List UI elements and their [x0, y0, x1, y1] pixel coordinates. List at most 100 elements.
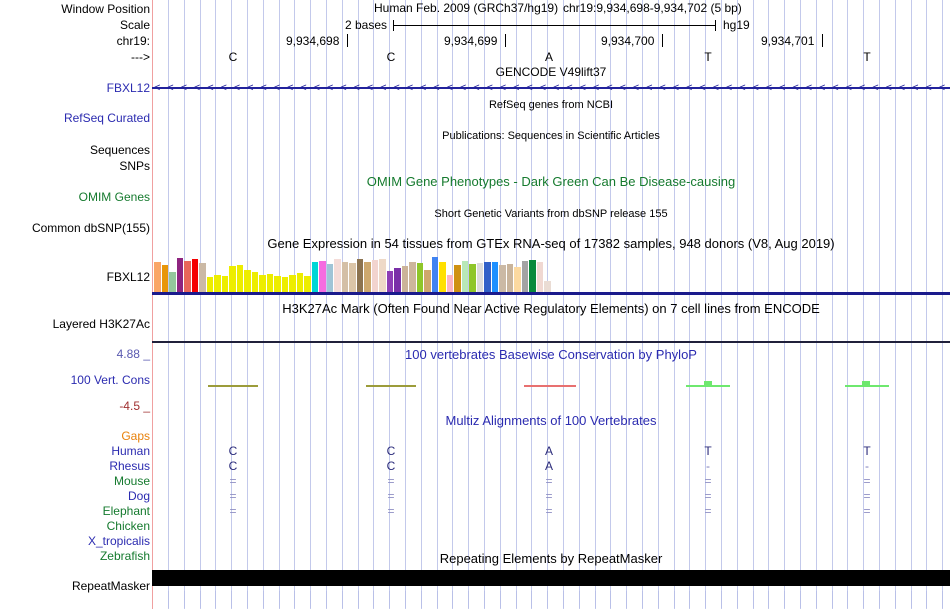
gtex-tissue-bar[interactable]	[266, 274, 274, 292]
gtex-tissue-bar[interactable]	[356, 259, 364, 292]
label-snps[interactable]: SNPs	[119, 159, 150, 173]
gtex-tissue-bar[interactable]	[416, 263, 424, 292]
alignment-base-elephant: =	[704, 504, 712, 518]
label-repeatmasker[interactable]: RepeatMasker	[71, 579, 150, 593]
gtex-tissue-bar[interactable]	[281, 277, 289, 292]
gene-line	[152, 87, 950, 89]
bottom-tick	[247, 591, 248, 608]
gtex-tissue-bar[interactable]	[424, 270, 431, 292]
gtex-tissue-bar[interactable]	[536, 262, 544, 292]
gtex-tissue-bar[interactable]	[499, 265, 506, 292]
bottom-tick	[894, 591, 896, 608]
gtex-tissue-bar[interactable]	[364, 262, 371, 292]
gtex-tissue-bar[interactable]	[371, 260, 379, 292]
gtex-tissue-bar[interactable]	[191, 259, 199, 292]
alignment-base-rhesus: C	[228, 459, 238, 473]
gtex-expression-barchart[interactable]	[152, 250, 950, 292]
label-species-elephant: Elephant	[102, 504, 150, 518]
gtex-tissue-bar[interactable]	[251, 272, 259, 292]
assembly-label: Human Feb. 2009 (GRCh37/hg19)	[374, 1, 559, 15]
gene-strand-arrow-icon: <	[898, 82, 906, 94]
gtex-tissue-bar[interactable]	[221, 276, 229, 292]
gtex-tissue-bar[interactable]	[431, 257, 439, 292]
gtex-tissue-bar[interactable]	[176, 258, 184, 292]
label-100-vert-cons[interactable]: 100 Vert. Cons	[70, 373, 150, 387]
gtex-tissue-bar[interactable]	[304, 276, 311, 292]
gene-track-fbxl12[interactable]: < < < < < < < < < < < < < < < < < < < < < < < < < < < < < < < < < < < < < < < <…	[152, 81, 950, 95]
gtex-tissue-bar[interactable]	[514, 267, 521, 292]
gtex-tissue-bar[interactable]	[259, 275, 266, 292]
gtex-tissue-bar[interactable]	[334, 259, 341, 292]
gene-strand-arrow-icon: <	[725, 82, 733, 94]
label-omim-genes[interactable]: OMIM Genes	[78, 190, 150, 204]
conservation-mark	[524, 385, 576, 387]
gtex-tissue-bar[interactable]	[529, 260, 536, 292]
label-strand-arrow: --->	[131, 50, 150, 64]
label-refseq-curated[interactable]: RefSeq Curated	[63, 111, 150, 125]
gtex-tissue-bar[interactable]	[446, 275, 454, 292]
gene-strand-arrow-icon: <	[619, 82, 626, 94]
gtex-tissue-bar[interactable]	[461, 261, 469, 292]
gtex-tissue-bar[interactable]	[244, 270, 251, 292]
gtex-tissue-bar[interactable]	[469, 264, 476, 292]
gtex-tissue-bar[interactable]	[326, 264, 334, 292]
label-gtex-gene[interactable]: FBXL12	[106, 270, 150, 284]
gtex-tissue-bar[interactable]	[184, 261, 191, 292]
alignment-base-dog: =	[229, 489, 237, 503]
gtex-tissue-bar[interactable]	[229, 266, 236, 292]
alignment-base-human: C	[228, 444, 238, 458]
gtex-baseline	[152, 292, 950, 295]
gene-strand-arrow-icon: <	[872, 82, 879, 94]
gtex-tissue-bar[interactable]	[154, 262, 161, 292]
reference-base: T	[863, 50, 871, 64]
gtex-tissue-bar[interactable]	[491, 262, 499, 292]
gtex-tissue-bar[interactable]	[274, 276, 281, 292]
gtex-tissue-bar[interactable]	[236, 265, 244, 292]
label-species-dog: Dog	[127, 489, 150, 503]
gene-strand-arrow-icon: <	[526, 82, 533, 94]
bottom-tick	[752, 591, 754, 608]
alignment-base-rhesus: A	[544, 459, 553, 473]
gtex-tissue-bar[interactable]	[476, 263, 484, 292]
bottom-tick	[721, 591, 722, 608]
alignment-base-dog: =	[387, 489, 395, 503]
label-common-dbsnp[interactable]: Common dbSNP(155)	[31, 221, 150, 235]
gtex-tissue-bar[interactable]	[379, 259, 386, 292]
gtex-tissue-bar[interactable]	[506, 264, 514, 292]
gene-strand-arrow-icon: <	[247, 82, 254, 94]
gtex-tissue-bar[interactable]	[386, 271, 394, 292]
gtex-tissue-bar[interactable]	[484, 262, 491, 292]
gtex-tissue-bar[interactable]	[521, 261, 529, 292]
gtex-tissue-bar[interactable]	[289, 275, 296, 292]
gtex-tissue-bar[interactable]	[161, 265, 169, 292]
gtex-tissue-bar[interactable]	[214, 275, 221, 292]
gtex-tissue-bar[interactable]	[401, 266, 409, 292]
label-species-gaps: Gaps	[121, 429, 150, 443]
gene-strand-arrow-icon: <	[925, 82, 932, 94]
label-gene-fbxl12[interactable]: FBXL12	[106, 81, 150, 95]
gtex-tissue-bar[interactable]	[311, 262, 319, 292]
label-layered-h3k27ac[interactable]: Layered H3K27Ac	[52, 317, 150, 331]
gtex-tissue-bar[interactable]	[199, 263, 206, 292]
bottom-tick	[515, 591, 517, 608]
gtex-tissue-bar[interactable]	[349, 263, 356, 292]
gtex-tissue-bar[interactable]	[409, 262, 416, 292]
gtex-tissue-bar[interactable]	[341, 262, 349, 292]
gene-strand-arrow-icon: <	[326, 82, 334, 94]
gtex-tissue-bar[interactable]	[544, 281, 551, 292]
gtex-tissue-bar[interactable]	[439, 262, 446, 292]
gtex-tissue-bar[interactable]	[394, 268, 401, 292]
repeatmasker-bar[interactable]	[152, 570, 950, 586]
gtex-tissue-bar[interactable]	[454, 265, 461, 292]
label-sequences[interactable]: Sequences	[89, 143, 150, 157]
alignment-base-rhesus: C	[386, 459, 396, 473]
gtex-tissue-bar[interactable]	[319, 261, 326, 292]
gene-strand-arrow-icon: <	[499, 82, 507, 94]
bottom-tick	[294, 591, 296, 608]
label-conservation-min: -4.5 _	[119, 399, 150, 413]
gtex-tissue-bar[interactable]	[296, 273, 304, 292]
gtex-tissue-bar[interactable]	[169, 272, 176, 292]
gene-strand-arrow-icon: <	[180, 82, 188, 94]
gtex-tissue-bar[interactable]	[206, 277, 214, 292]
label-scale: Scale	[119, 18, 150, 32]
